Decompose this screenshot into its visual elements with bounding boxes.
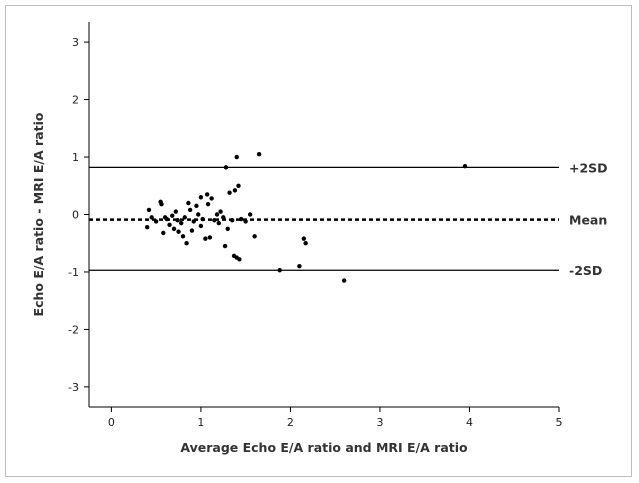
y-tick-label: 0 bbox=[72, 209, 79, 222]
data-point bbox=[303, 241, 308, 246]
y-tick-label: 2 bbox=[72, 94, 79, 107]
data-point bbox=[214, 212, 220, 217]
x-tick-label: 3 bbox=[376, 416, 383, 429]
data-point bbox=[223, 165, 229, 170]
data-point bbox=[237, 257, 242, 262]
data-point bbox=[186, 200, 191, 206]
reference-line-label: -2SD bbox=[569, 263, 602, 278]
x-tick-label: 0 bbox=[108, 416, 115, 429]
data-point bbox=[175, 218, 180, 223]
data-point bbox=[159, 201, 164, 207]
data-point bbox=[167, 222, 172, 228]
chart-frame: -3 -2 -1 0 1 2 3 0 1 2 3 4 5 +2SD Mean -2SD Average E… bbox=[5, 5, 632, 477]
data-point bbox=[225, 226, 230, 232]
data-point bbox=[173, 209, 179, 214]
data-point bbox=[179, 220, 184, 226]
data-point bbox=[207, 235, 213, 240]
data-point bbox=[230, 218, 235, 223]
data-point bbox=[198, 195, 204, 200]
data-point bbox=[256, 151, 262, 157]
data-point bbox=[341, 278, 347, 283]
y-tick-label: -3 bbox=[68, 381, 79, 394]
x-tick-label: 2 bbox=[287, 416, 294, 429]
y-tick-label: -1 bbox=[68, 266, 79, 279]
data-point bbox=[187, 207, 193, 213]
x-tick-label: 1 bbox=[197, 416, 204, 429]
bland-altman-plot: -3 -2 -1 0 1 2 3 0 1 2 3 4 5 +2SD Mean -2SD Average E… bbox=[31, 22, 608, 455]
reference-line-label: +2SD bbox=[569, 160, 608, 175]
data-point bbox=[144, 224, 150, 230]
data-point bbox=[247, 212, 253, 217]
data-point bbox=[203, 236, 208, 241]
y-axis-title: Echo E/A ratio - MRI E/A ratio bbox=[31, 112, 46, 316]
data-point bbox=[212, 218, 217, 223]
data-point bbox=[149, 215, 154, 220]
data-point bbox=[238, 216, 244, 222]
reference-line-label: Mean bbox=[569, 213, 607, 228]
data-point bbox=[164, 216, 170, 222]
data-point bbox=[180, 234, 186, 239]
data-point bbox=[462, 164, 468, 169]
y-ticks: -3 -2 -1 0 1 2 3 bbox=[68, 36, 89, 394]
data-point bbox=[218, 209, 223, 214]
data-point bbox=[153, 219, 159, 224]
data-point bbox=[236, 183, 241, 188]
data-point bbox=[216, 220, 222, 226]
data-point bbox=[200, 216, 205, 222]
data-point bbox=[277, 268, 282, 273]
x-tick-label: 4 bbox=[466, 416, 473, 429]
axes: -3 -2 -1 0 1 2 3 0 1 2 3 4 5 bbox=[68, 22, 563, 429]
y-tick-label: 3 bbox=[72, 36, 79, 49]
data-point bbox=[182, 215, 187, 220]
data-point bbox=[176, 229, 181, 234]
x-axis-title: Average Echo E/A ratio and MRI E/A ratio bbox=[180, 440, 468, 455]
x-ticks: 0 1 2 3 4 5 bbox=[108, 407, 563, 429]
data-point bbox=[234, 154, 239, 160]
data-point bbox=[221, 215, 226, 220]
data-point bbox=[232, 188, 238, 193]
x-tick-label: 5 bbox=[556, 416, 563, 429]
data-point bbox=[209, 196, 214, 201]
data-point bbox=[227, 190, 232, 195]
data-point bbox=[297, 264, 302, 269]
data-point bbox=[194, 203, 199, 209]
data-point bbox=[184, 241, 189, 246]
data-point bbox=[301, 236, 307, 241]
data-point bbox=[198, 223, 204, 229]
y-tick-label: -2 bbox=[68, 323, 79, 336]
data-points bbox=[144, 151, 468, 283]
data-point bbox=[204, 192, 210, 197]
data-point bbox=[146, 207, 152, 213]
data-point bbox=[161, 230, 166, 236]
data-point bbox=[252, 234, 257, 239]
data-point bbox=[171, 226, 177, 232]
data-point bbox=[243, 219, 248, 224]
data-point bbox=[191, 219, 196, 224]
y-tick-label: 1 bbox=[72, 151, 79, 164]
data-point bbox=[205, 201, 211, 207]
data-point bbox=[170, 213, 175, 218]
data-point bbox=[222, 243, 228, 249]
data-point bbox=[189, 228, 195, 233]
data-point bbox=[196, 212, 201, 217]
